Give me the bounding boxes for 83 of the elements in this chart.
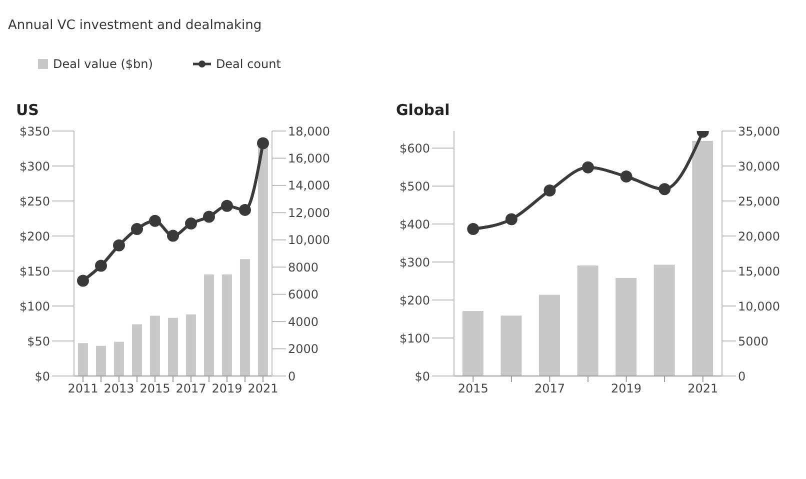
y-tick-label: $100 [19, 299, 50, 314]
x-tick-label: 2013 [104, 382, 134, 396]
point [544, 184, 556, 196]
bar [616, 278, 637, 376]
bar [240, 259, 250, 376]
y-tick-label: $50 [27, 334, 50, 348]
legend-label: Deal value ($bn) [53, 57, 153, 71]
y2-tick-label: 16,000 [288, 151, 330, 166]
bar [538, 294, 560, 376]
y2-tick-label: 6000 [288, 288, 319, 302]
y2-tick-label: 5000 [738, 334, 769, 348]
y-tick-label: $0 [414, 369, 430, 384]
point [167, 230, 179, 242]
y2-tick-label: 10,000 [288, 233, 330, 248]
y-tick-label: $200 [399, 293, 430, 308]
y-tick-label: $250 [19, 194, 50, 208]
y2-tick-label: 14,000 [288, 178, 330, 193]
point [113, 239, 125, 252]
y-tick-label: $350 [19, 124, 50, 138]
x-tick-label: 2019 [212, 382, 242, 396]
x-tick-label: 2021 [688, 382, 718, 396]
bar [150, 316, 160, 376]
chart-title: Annual VC investment and dealmaking [8, 17, 263, 35]
y-tick-label: $300 [19, 159, 50, 174]
y2-tick-label: 0 [288, 369, 296, 384]
y2-tick-label: 10,000 [738, 299, 780, 314]
bar [132, 324, 142, 376]
y-tick-label: $300 [399, 255, 430, 270]
y-tick-label: $0 [34, 369, 50, 384]
point [95, 260, 107, 272]
legend-label: Deal count [216, 57, 281, 71]
bar [692, 140, 714, 376]
y-tick-label: $600 [399, 141, 430, 156]
x-tick-label: 2017 [176, 382, 206, 396]
point [658, 183, 671, 196]
y2-tick-label: 15,000 [738, 264, 780, 278]
y2-tick-label: 30,000 [738, 159, 780, 174]
y2-tick-label: 20,000 [738, 229, 780, 244]
x-tick-label: 2017 [534, 382, 565, 396]
y2-tick-label: 8000 [288, 260, 319, 274]
point [505, 213, 518, 226]
bar [654, 264, 675, 376]
y-tick-label: $500 [399, 179, 430, 194]
y2-tick-label: 2000 [288, 342, 319, 356]
y-tick-label: $150 [19, 264, 50, 278]
y2-tick-label: 12,000 [288, 206, 330, 220]
point [257, 137, 269, 150]
y2-tick-label: 18,000 [288, 124, 330, 138]
point [185, 218, 197, 230]
point [149, 214, 161, 227]
chart-subtitle: Global [396, 101, 451, 119]
point [221, 200, 233, 212]
point [239, 204, 251, 216]
bar [168, 318, 178, 376]
x-tick-label: 2015 [458, 382, 488, 396]
y-tick-label: $200 [19, 229, 50, 244]
y2-tick-label: 4000 [288, 314, 319, 329]
point [620, 170, 632, 182]
point [582, 161, 594, 174]
bar [186, 314, 196, 376]
bar [96, 346, 106, 376]
y2-tick-label: 35,000 [738, 124, 780, 138]
y-tick-label: $400 [399, 217, 430, 232]
bar [258, 145, 268, 376]
x-tick-label: 2019 [611, 382, 642, 396]
y2-tick-label: 25,000 [738, 194, 780, 208]
point [467, 223, 480, 235]
bar [78, 343, 88, 376]
bar [114, 342, 124, 376]
bar [204, 274, 214, 376]
y-tick-label: $100 [399, 331, 430, 346]
x-tick-label: 2011 [68, 382, 98, 396]
y2-tick-label: 0 [738, 369, 746, 384]
bar [222, 274, 232, 376]
point [131, 223, 143, 235]
x-tick-label: 2021 [248, 382, 278, 396]
point [77, 274, 89, 287]
chart-subtitle: US [16, 101, 40, 119]
bar [462, 311, 484, 376]
x-tick-label: 2015 [140, 382, 170, 396]
point [203, 210, 215, 223]
bar [500, 316, 522, 376]
bar [577, 265, 598, 376]
